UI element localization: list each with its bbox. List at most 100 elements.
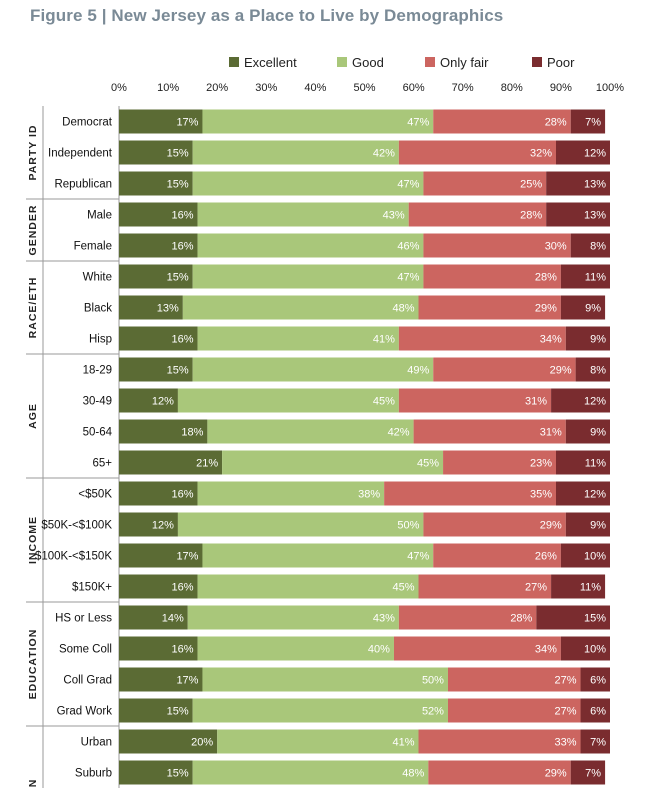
bar-value-label: 28%	[520, 210, 542, 222]
category-label: Republican	[54, 179, 112, 191]
x-tick-label: 30%	[255, 82, 277, 94]
bar-segment-good	[197, 574, 419, 599]
bar-value-label: 35%	[530, 489, 552, 501]
bar-value-label: 8%	[590, 241, 606, 253]
bar-segment-only-fair	[384, 481, 556, 506]
x-tick-label: 20%	[206, 82, 228, 94]
group-label: AGE	[27, 403, 39, 429]
bar-value-label: 26%	[535, 551, 557, 563]
bar-segment-only-fair	[423, 264, 561, 289]
bar-segment-only-fair	[423, 512, 566, 537]
chart-legend: Excellent Good Only fair Poor	[229, 55, 575, 70]
bar-segment-excellent	[119, 264, 193, 289]
bar-value-label: 47%	[397, 179, 419, 191]
chart-title: Figure 5 | New Jersey as a Place to Live…	[30, 6, 504, 25]
bar-value-label: 10%	[584, 644, 606, 656]
bar-segment-excellent	[119, 760, 193, 785]
bar-value-label: 33%	[555, 737, 577, 749]
x-tick-label: 70%	[452, 82, 474, 94]
category-label: $50K-<$100K	[41, 520, 112, 532]
category-label: 18-29	[83, 365, 112, 377]
bar-value-label: 31%	[525, 396, 547, 408]
group-label: N	[27, 779, 39, 788]
bar-segment-only-fair	[433, 543, 561, 568]
bar-value-label: 31%	[540, 427, 562, 439]
bar-segment-good	[207, 419, 414, 444]
bar-value-label: 28%	[545, 117, 567, 129]
bar-segment-good	[177, 512, 424, 537]
bar-segment-poor	[560, 264, 610, 289]
bar-value-label: 48%	[392, 303, 414, 315]
bar-value-label: 30%	[545, 241, 567, 253]
bar-segment-good	[192, 698, 448, 723]
group-labels: PARTY ID GENDER RACE/ETH AGE INCOME EDUCATION…	[26, 124, 119, 787]
bar-value-label: 43%	[373, 613, 395, 625]
legend-swatch-good	[337, 57, 347, 67]
bar-segment-poor	[546, 171, 610, 196]
bar-segment-excellent	[119, 667, 203, 692]
legend-label-excellent: Excellent	[244, 55, 297, 70]
bar-segment-good	[197, 233, 424, 258]
bar-segment-only-fair	[433, 109, 571, 134]
category-labels: Democrat Independent Republican Male Female W…	[35, 117, 113, 780]
bar-value-label: 11%	[585, 458, 606, 470]
bar-value-label: 27%	[525, 582, 547, 594]
bar-value-label: 16%	[172, 644, 194, 656]
x-axis-ticks: 0% 10% 20% 30% 40% 50% 60% 70% 80% 90% 100%	[111, 82, 624, 94]
bar-value-label: 41%	[392, 737, 414, 749]
bar-segment-poor	[536, 605, 610, 630]
bar-value-label: 48%	[402, 768, 424, 780]
bar-segment-poor	[560, 295, 606, 320]
bar-value-label: 42%	[388, 427, 410, 439]
bar-segment-good	[177, 388, 399, 413]
bar-value-label: 7%	[585, 117, 601, 129]
group-label: RACE/ETH	[27, 277, 39, 339]
bar-value-label: 45%	[417, 458, 439, 470]
bar-segment-poor	[551, 574, 606, 599]
bar-segment-only-fair	[433, 357, 576, 382]
bar-value-label: 23%	[530, 458, 552, 470]
bar-segment-poor	[560, 636, 610, 661]
bar-segment-good	[217, 729, 419, 754]
bar-value-label: 18%	[181, 427, 203, 439]
bar-value-label: 15%	[167, 179, 189, 191]
bar-segment-poor	[570, 233, 610, 258]
bar-value-label: 29%	[535, 303, 557, 315]
bar-value-label: 41%	[373, 334, 395, 346]
bar-value-label: 28%	[510, 613, 532, 625]
bar-segment-good	[197, 202, 409, 227]
bar-segment-excellent	[119, 512, 178, 537]
group-label: PARTY ID	[27, 124, 39, 180]
bar-segment-poor	[555, 450, 610, 475]
bar-segment-poor	[560, 543, 610, 568]
bar-segment-only-fair	[418, 574, 552, 599]
bar-segment-poor	[565, 326, 610, 351]
bar-value-label: 49%	[407, 365, 429, 377]
bar-value-label: 42%	[373, 148, 395, 160]
bar-segment-excellent	[119, 357, 193, 382]
bar-segment-poor	[565, 419, 610, 444]
bar-segment-only-fair	[398, 605, 537, 630]
bar-segment-only-fair	[418, 729, 581, 754]
bar-value-label: 16%	[172, 210, 194, 222]
bar-segment-poor	[551, 388, 610, 413]
bar-value-label: 13%	[584, 210, 606, 222]
bar-segment-excellent	[119, 636, 198, 661]
x-tick-label: 100%	[596, 82, 624, 94]
category-label: <$50K	[78, 489, 112, 501]
bar-value-label: 15%	[167, 365, 189, 377]
bar-segment-excellent	[119, 326, 198, 351]
category-label: Independent	[48, 148, 113, 160]
bar-segment-poor	[546, 202, 610, 227]
bar-value-label: 29%	[545, 768, 567, 780]
x-tick-label: 40%	[304, 82, 326, 94]
category-label: 30-49	[83, 396, 112, 408]
bar-value-label: 50%	[422, 675, 444, 687]
bar-value-label: 9%	[590, 520, 606, 532]
bar-segment-excellent	[119, 171, 193, 196]
bar-value-label: 27%	[555, 675, 577, 687]
bar-value-label: 9%	[590, 427, 606, 439]
bar-segment-good	[197, 481, 385, 506]
group-label: GENDER	[27, 205, 39, 256]
x-tick-label: 60%	[403, 82, 425, 94]
